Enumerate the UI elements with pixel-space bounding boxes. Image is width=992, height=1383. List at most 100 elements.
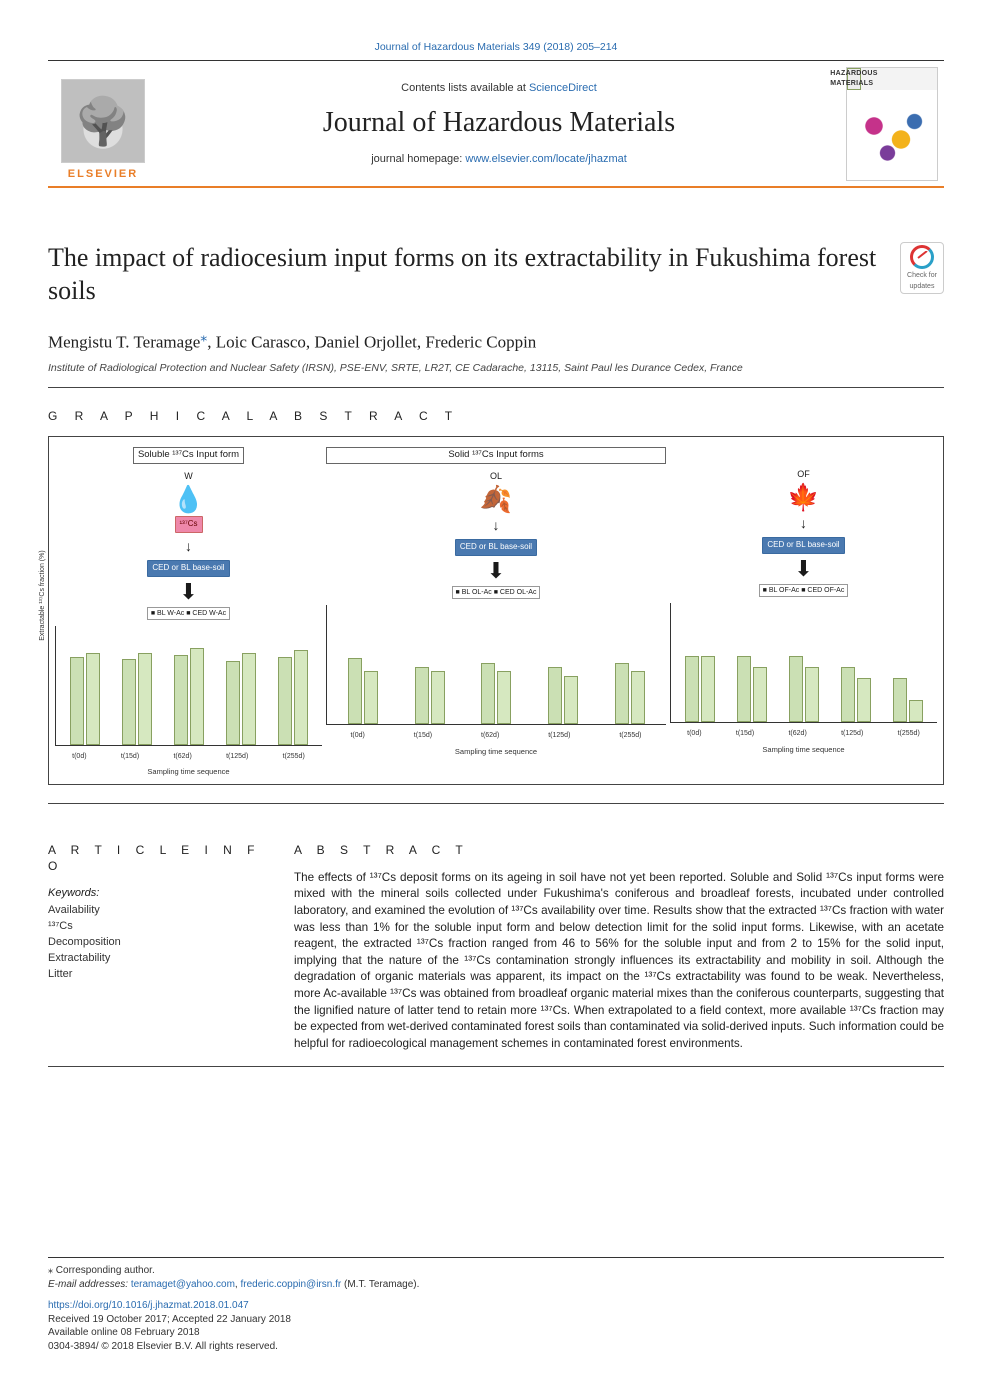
ga-bar — [226, 661, 240, 745]
author-3: Daniel Orjollet — [314, 333, 416, 352]
ga-bar — [415, 667, 429, 724]
ga-x-tick: t(255d) — [283, 752, 305, 761]
graphical-abstract: Soluble ¹³⁷Cs Input formW💧¹³⁷Cs↓CED or B… — [48, 436, 944, 784]
elsevier-wordmark: ELSEVIER — [68, 167, 138, 182]
ga-y-label: Extractable ¹³⁷Cs fraction (%) — [38, 550, 47, 640]
article-title: The impact of radiocesium input forms on… — [48, 242, 888, 307]
ga-x-ticks: t(0d)t(15d)t(62d)t(125d)t(255d) — [670, 729, 937, 738]
arrow-down-icon: ↓ — [800, 514, 807, 533]
masthead-center: Contents lists available at ScienceDirec… — [158, 61, 840, 186]
arrow-down-icon: ↓ — [493, 516, 500, 535]
ga-bar — [190, 648, 204, 745]
ga-bar — [685, 656, 699, 722]
keyword-item: ¹³⁷Cs — [48, 919, 266, 935]
ga-bar — [497, 671, 511, 724]
ga-panel-title: Soluble ¹³⁷Cs Input form — [133, 447, 244, 464]
ga-x-tick: t(255d) — [898, 729, 920, 738]
running-head: Journal of Hazardous Materials 349 (2018… — [48, 40, 944, 54]
ga-x-tick: t(255d) — [619, 731, 641, 740]
ga-bar-group — [270, 650, 316, 745]
contents-line: Contents lists available at ScienceDirec… — [401, 81, 597, 96]
elsevier-tree-icon — [61, 79, 145, 163]
ga-panel-title: Solid ¹³⁷Cs Input forms — [326, 447, 666, 464]
email-2-link[interactable]: frederic.coppin@irsn.fr — [240, 1279, 341, 1290]
arrow-down-icon: ⬇ — [794, 558, 812, 580]
section-head-article-info: A R T I C L E I N F O — [48, 842, 266, 874]
ga-bar — [701, 656, 715, 722]
ga-x-tick: t(125d) — [841, 729, 863, 738]
ga-bar-group — [166, 648, 212, 745]
ga-panel-sub: OL — [490, 470, 502, 482]
journal-name: Journal of Hazardous Materials — [323, 104, 675, 142]
keywords-list: Availability¹³⁷CsDecompositionExtractabi… — [48, 903, 266, 983]
ga-tag: CED or BL base-soil — [762, 537, 844, 554]
ga-x-tick: t(0d) — [687, 729, 701, 738]
running-head-link[interactable]: Journal of Hazardous Materials 349 (2018… — [375, 41, 618, 53]
ga-bar — [857, 678, 871, 722]
author-1: Mengistu T. Teramage — [48, 333, 200, 352]
ga-bar — [753, 667, 767, 722]
ga-x-tick: t(125d) — [548, 731, 570, 740]
ga-bar — [548, 667, 562, 724]
ga-tag: CED or BL base-soil — [455, 539, 537, 556]
ga-bar — [481, 663, 495, 725]
ga-bar-group — [114, 653, 160, 745]
publisher-logo-block: ELSEVIER — [48, 61, 158, 186]
ga-bar — [294, 650, 308, 745]
email-label: E-mail addresses: — [48, 1279, 128, 1290]
ga-x-tick: t(125d) — [226, 752, 248, 761]
ga-bar — [893, 678, 907, 722]
keyword-item: Availability — [48, 903, 266, 919]
ga-bar — [174, 655, 188, 745]
ga-x-title: Sampling time sequence — [147, 767, 229, 777]
water-drop-icon: 💧 — [172, 486, 204, 512]
arrow-down-icon: ↓ — [185, 537, 192, 556]
cover-thumb-art — [847, 90, 937, 180]
article-history: https://doi.org/10.1016/j.jhazmat.2018.0… — [48, 1299, 944, 1353]
ga-bar-group — [729, 656, 775, 722]
ga-bar — [789, 656, 803, 722]
leaf-litter-icon: 🍂 — [480, 486, 512, 512]
ga-bar-chart: Extractable ¹³⁷Cs fraction (%) — [55, 626, 322, 746]
section-head-abstract: A B S T R A C T — [294, 842, 944, 858]
ga-bar — [564, 676, 578, 724]
ga-bar-group — [333, 658, 394, 724]
ga-x-tick: t(0d) — [72, 752, 86, 761]
authors-line: Mengistu T. Teramage⁎, Loic Carasco, Dan… — [48, 329, 944, 355]
ga-bar — [615, 663, 629, 725]
arrow-down-icon: ⬇ — [179, 581, 197, 603]
doi-link[interactable]: https://doi.org/10.1016/j.jhazmat.2018.0… — [48, 1300, 249, 1311]
ga-bar — [348, 658, 362, 724]
crossmark-badge[interactable]: Check for updates — [900, 242, 944, 294]
ga-bar-chart — [326, 605, 666, 725]
ga-panel: OF🍁↓CED or BL base-soil⬇■ BL OF-Ac ■ CED… — [670, 447, 937, 777]
journal-homepage-line: journal homepage: www.elsevier.com/locat… — [371, 152, 627, 167]
ga-bar — [805, 667, 819, 722]
keyword-item: Extractability — [48, 951, 266, 967]
ga-panel-sub: OF — [797, 468, 810, 480]
ga-bar-group — [400, 667, 461, 724]
ga-bar — [70, 657, 84, 745]
email-1-link[interactable]: teramaget@yahoo.com — [131, 1279, 235, 1290]
journal-homepage-link[interactable]: www.elsevier.com/locate/jhazmat — [465, 153, 626, 165]
journal-cover-thumb: HAZARDOUS MATERIALS — [846, 67, 938, 181]
ga-x-tick: t(62d) — [173, 752, 191, 761]
keyword-item: Decomposition — [48, 935, 266, 951]
ga-bar-group — [466, 663, 527, 725]
sciencedirect-link[interactable]: ScienceDirect — [529, 82, 597, 94]
ga-bar-group — [833, 667, 879, 722]
corr-text: Corresponding author. — [56, 1265, 155, 1276]
received-line: Received 19 October 2017; Accepted 22 Ja… — [48, 1313, 944, 1327]
ga-x-tick: t(15d) — [414, 731, 432, 740]
ga-x-tick: t(62d) — [481, 731, 499, 740]
ga-bar-group — [62, 653, 108, 745]
ga-x-tick: t(0d) — [350, 731, 364, 740]
email-tail: (M.T. Teramage). — [344, 1279, 419, 1290]
ga-panel-sub: W — [184, 470, 193, 482]
ga-x-tick: t(15d) — [121, 752, 139, 761]
ga-bar-group — [781, 656, 827, 722]
cover-thumb-label: HAZARDOUS MATERIALS — [847, 68, 861, 90]
abstract-text: The effects of ¹³⁷Cs deposit forms on it… — [294, 870, 944, 1053]
ga-bar — [242, 653, 256, 745]
corresponding-mark[interactable]: ⁎ — [200, 330, 207, 345]
